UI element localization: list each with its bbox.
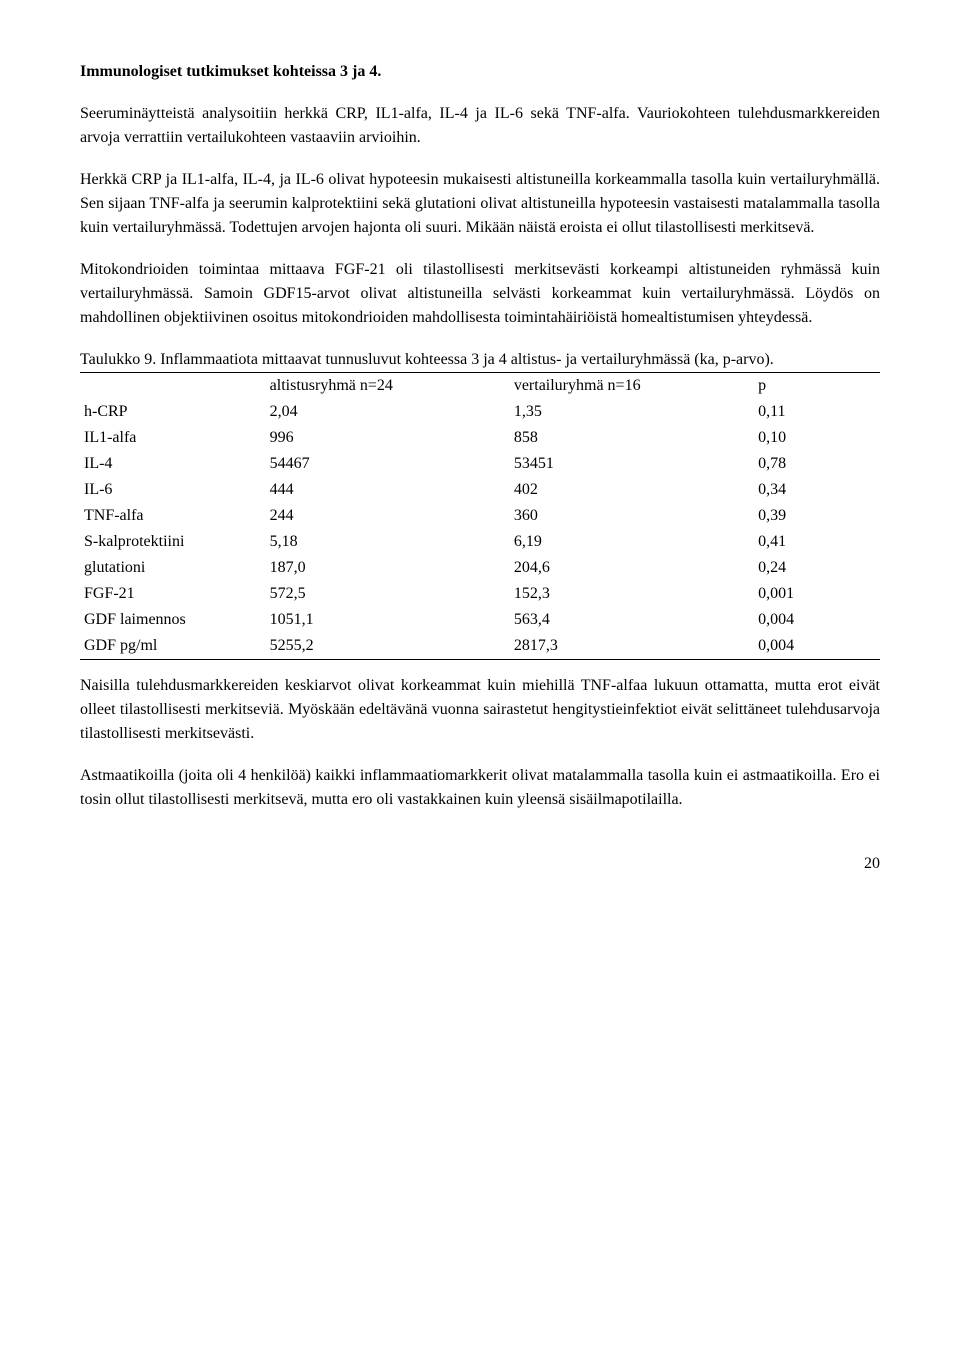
paragraph: Mitokondrioiden toimintaa mittaava FGF-2… bbox=[80, 258, 880, 330]
table-header-cell: p bbox=[754, 373, 880, 400]
table-row: GDF laimennos 1051,1 563,4 0,004 bbox=[80, 607, 880, 633]
table-cell: 0,41 bbox=[754, 529, 880, 555]
page-number: 20 bbox=[80, 852, 880, 876]
data-table: altistusryhmä n=24 vertailuryhmä n=16 p … bbox=[80, 372, 880, 660]
table-cell: 858 bbox=[510, 425, 754, 451]
table-cell: 572,5 bbox=[266, 581, 510, 607]
table-cell: 204,6 bbox=[510, 555, 754, 581]
table-cell: 0,34 bbox=[754, 477, 880, 503]
table-cell: IL-4 bbox=[80, 451, 266, 477]
table-cell: 0,39 bbox=[754, 503, 880, 529]
table-row: TNF-alfa 244 360 0,39 bbox=[80, 503, 880, 529]
table-cell: 563,4 bbox=[510, 607, 754, 633]
table-cell: glutationi bbox=[80, 555, 266, 581]
table-cell: 0,78 bbox=[754, 451, 880, 477]
table-header-row: altistusryhmä n=24 vertailuryhmä n=16 p bbox=[80, 373, 880, 400]
table-cell: 1051,1 bbox=[266, 607, 510, 633]
table-cell: 53451 bbox=[510, 451, 754, 477]
table-cell: 0,24 bbox=[754, 555, 880, 581]
table-cell: 360 bbox=[510, 503, 754, 529]
table-row: h-CRP 2,04 1,35 0,11 bbox=[80, 399, 880, 425]
table-header-cell: altistusryhmä n=24 bbox=[266, 373, 510, 400]
table-row: IL-6 444 402 0,34 bbox=[80, 477, 880, 503]
table-row: FGF-21 572,5 152,3 0,001 bbox=[80, 581, 880, 607]
table-header-cell bbox=[80, 373, 266, 400]
table-cell: TNF-alfa bbox=[80, 503, 266, 529]
paragraph: Naisilla tulehdusmarkkereiden keskiarvot… bbox=[80, 674, 880, 746]
table-caption: Taulukko 9. Inflammaatiota mittaavat tun… bbox=[80, 348, 880, 372]
section-heading: Immunologiset tutkimukset kohteissa 3 ja… bbox=[80, 60, 880, 84]
table-row: IL1-alfa 996 858 0,10 bbox=[80, 425, 880, 451]
table-cell: 2,04 bbox=[266, 399, 510, 425]
table-cell: S-kalprotektiini bbox=[80, 529, 266, 555]
paragraph: Herkkä CRP ja IL1-alfa, IL-4, ja IL-6 ol… bbox=[80, 168, 880, 240]
table-row: glutationi 187,0 204,6 0,24 bbox=[80, 555, 880, 581]
table-cell: h-CRP bbox=[80, 399, 266, 425]
table-cell: FGF-21 bbox=[80, 581, 266, 607]
table-cell: 187,0 bbox=[266, 555, 510, 581]
table-cell: IL1-alfa bbox=[80, 425, 266, 451]
table-cell: 0,10 bbox=[754, 425, 880, 451]
table-cell: 2817,3 bbox=[510, 633, 754, 660]
table-cell: 0,004 bbox=[754, 607, 880, 633]
table-cell: GDF pg/ml bbox=[80, 633, 266, 660]
table-header-cell: vertailuryhmä n=16 bbox=[510, 373, 754, 400]
table-cell: 0,11 bbox=[754, 399, 880, 425]
table-cell: 244 bbox=[266, 503, 510, 529]
table-cell: 444 bbox=[266, 477, 510, 503]
table-cell: 5,18 bbox=[266, 529, 510, 555]
paragraph: Astmaatikoilla (joita oli 4 henkilöä) ka… bbox=[80, 764, 880, 812]
table-cell: 152,3 bbox=[510, 581, 754, 607]
table-cell: 1,35 bbox=[510, 399, 754, 425]
table-cell: 0,001 bbox=[754, 581, 880, 607]
table-cell: 0,004 bbox=[754, 633, 880, 660]
table-row: IL-4 54467 53451 0,78 bbox=[80, 451, 880, 477]
table-cell: 54467 bbox=[266, 451, 510, 477]
table-cell: 996 bbox=[266, 425, 510, 451]
table-cell: 402 bbox=[510, 477, 754, 503]
table-row: GDF pg/ml 5255,2 2817,3 0,004 bbox=[80, 633, 880, 660]
table-cell: GDF laimennos bbox=[80, 607, 266, 633]
paragraph: Seeruminäytteistä analysoitiin herkkä CR… bbox=[80, 102, 880, 150]
table-cell: IL-6 bbox=[80, 477, 266, 503]
table-cell: 6,19 bbox=[510, 529, 754, 555]
table-row: S-kalprotektiini 5,18 6,19 0,41 bbox=[80, 529, 880, 555]
table-cell: 5255,2 bbox=[266, 633, 510, 660]
